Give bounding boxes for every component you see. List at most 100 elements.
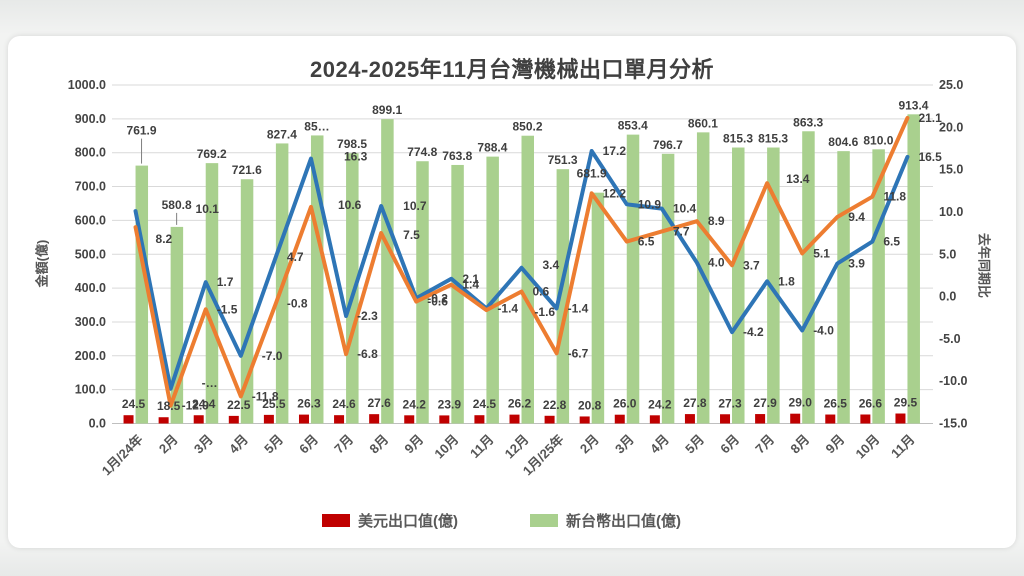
ntd-bar-label: 810.0 bbox=[863, 133, 893, 147]
ntd-bar-label: 681.9 bbox=[577, 167, 607, 181]
x-axis-category-label: 1月/24年 bbox=[99, 432, 146, 479]
x-axis-category-label: 6月 bbox=[296, 432, 321, 457]
usd-legend-swatch bbox=[322, 513, 350, 527]
ntd-bar-label: 769.2 bbox=[197, 147, 227, 161]
usd-bar-label: 24.6 bbox=[332, 397, 356, 411]
orange-line-label: -6.7 bbox=[568, 346, 589, 360]
x-axis-category-label: 11月 bbox=[888, 432, 918, 462]
ntd-bar bbox=[451, 164, 464, 424]
orange-line-label: -0.6 bbox=[427, 295, 448, 309]
x-axis-category-label: 12月 bbox=[502, 432, 532, 462]
usd-bar-label: 24.4 bbox=[192, 397, 216, 411]
left-axis-tick: 200.0 bbox=[75, 349, 106, 363]
ntd-bar bbox=[767, 147, 780, 424]
left-axis-tick: 600.0 bbox=[75, 213, 106, 227]
ntd-bar bbox=[732, 147, 745, 424]
ntd-bar-label: 774.8 bbox=[407, 145, 437, 159]
orange-line-label: -11.8 bbox=[252, 389, 279, 403]
ntd-bar bbox=[661, 153, 675, 424]
usd-bar bbox=[193, 415, 204, 424]
ntd-bar bbox=[381, 119, 394, 424]
ntd-bar bbox=[837, 151, 850, 424]
orange-line-label: 5.1 bbox=[813, 246, 830, 260]
blue-line-label: 4.0 bbox=[708, 256, 725, 270]
blue-line-label: -0.2 bbox=[427, 291, 448, 305]
usd-bar bbox=[895, 413, 906, 424]
blue-line-label: 10.4 bbox=[673, 202, 697, 216]
x-axis-category-label: 6月 bbox=[717, 432, 742, 457]
ntd-legend-swatch bbox=[530, 513, 558, 527]
x-axis-category-label: 4月 bbox=[226, 432, 251, 457]
usd-bar-label: 24.5 bbox=[122, 397, 146, 411]
left-axis-tick: 500.0 bbox=[75, 247, 106, 261]
right-axis-tick: 10.0 bbox=[939, 205, 963, 219]
ntd-bar-label: 804.6 bbox=[828, 135, 858, 149]
ntd-bar bbox=[240, 179, 254, 424]
usd-bar-label: 26.2 bbox=[508, 397, 532, 411]
x-axis-category-label: 5月 bbox=[261, 432, 286, 457]
left-axis-tick: 100.0 bbox=[75, 383, 106, 397]
ntd-bar-label: 788.4 bbox=[477, 141, 507, 155]
chart-legend: 美元出口值(億) 新台幣出口值(億) bbox=[0, 510, 1024, 536]
ntd-bar-label: 763.8 bbox=[442, 149, 472, 163]
usd-bar-label: 24.2 bbox=[648, 397, 672, 411]
ntd-bar bbox=[907, 114, 920, 424]
usd-bar-label: 26.3 bbox=[297, 397, 321, 411]
usd-bar-label: 27.8 bbox=[683, 396, 707, 410]
orange-line-label: 13.4 bbox=[786, 172, 810, 186]
right-axis-tick: 0.0 bbox=[939, 290, 956, 304]
ntd-bar bbox=[135, 165, 149, 424]
ntd-bar-label: 761.9 bbox=[127, 124, 157, 138]
x-axis-category-label: 7月 bbox=[752, 432, 777, 457]
left-axis-tick: 700.0 bbox=[75, 180, 106, 194]
usd-bar-label: 25.5 bbox=[262, 397, 286, 411]
x-axis-category-label: 4月 bbox=[647, 432, 672, 457]
right-axis-tick: 15.0 bbox=[939, 163, 963, 177]
blue-line-label: 3.4 bbox=[543, 258, 560, 272]
ntd-bar-label: 853.4 bbox=[618, 119, 648, 133]
orange-line-label: -0.8 bbox=[287, 296, 308, 310]
blue-line-label: 10.9 bbox=[638, 197, 662, 211]
right-axis-tick: 5.0 bbox=[939, 247, 956, 261]
orange-yoy-line bbox=[133, 116, 910, 408]
blue-line-label: 16.3 bbox=[344, 150, 368, 164]
blue-line-label: 6.5 bbox=[883, 235, 900, 249]
x-axis-category-label: 5月 bbox=[682, 432, 707, 457]
x-axis-category-label: 9月 bbox=[401, 432, 426, 457]
usd-bar bbox=[404, 415, 415, 424]
blue-line-label: 3.9 bbox=[848, 257, 865, 271]
blue-line-label: -1.4 bbox=[568, 301, 589, 315]
blue-line-label: -7.0 bbox=[262, 349, 283, 363]
ntd-bar bbox=[556, 169, 570, 424]
usd-bar-label: 24.5 bbox=[473, 397, 497, 411]
blue-yoy-line bbox=[133, 149, 910, 391]
legend-item-ntd: 新台幣出口值(億) bbox=[530, 510, 681, 530]
usd-bar bbox=[474, 415, 485, 424]
orange-line-label: -12.9 bbox=[182, 399, 210, 413]
ntd-bar-label: 721.6 bbox=[232, 163, 262, 177]
orange-line-label: 3.7 bbox=[743, 258, 760, 272]
orange-line-label: 7.7 bbox=[673, 224, 690, 238]
left-axis-tick: 300.0 bbox=[75, 315, 106, 329]
usd-bar bbox=[298, 414, 309, 424]
usd-bar-label: 27.3 bbox=[718, 396, 742, 410]
usd-bar bbox=[684, 414, 695, 424]
ntd-bar bbox=[486, 156, 499, 424]
x-axis-category-label: 10月 bbox=[852, 432, 882, 462]
orange-line-label: 10.6 bbox=[338, 198, 362, 212]
orange-line-label: 12.2 bbox=[603, 186, 627, 200]
ntd-bar-label: 899.1 bbox=[372, 103, 402, 117]
usd-bar-label: 23.9 bbox=[438, 397, 462, 411]
ntd-bar-label: 863.3 bbox=[793, 115, 823, 129]
usd-bar bbox=[509, 414, 520, 424]
usd-bar-label: 20.8 bbox=[578, 398, 602, 412]
orange-line-label: 21.1 bbox=[918, 111, 942, 125]
blue-line-label: 1.7 bbox=[217, 275, 234, 289]
left-axis-tick: 800.0 bbox=[75, 146, 106, 160]
usd-bar bbox=[720, 414, 731, 424]
usd-bar bbox=[228, 415, 239, 424]
orange-line-label: 6.5 bbox=[638, 235, 655, 249]
ntd-bar-label: 798.5 bbox=[337, 137, 367, 151]
x-axis-category-label: 2月 bbox=[156, 432, 181, 457]
